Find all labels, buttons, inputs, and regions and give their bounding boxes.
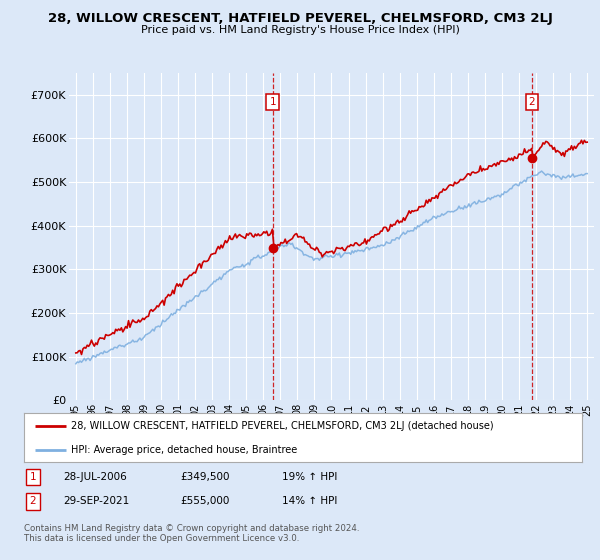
Text: 28-JUL-2006: 28-JUL-2006 (63, 472, 127, 482)
Text: 28, WILLOW CRESCENT, HATFIELD PEVEREL, CHELMSFORD, CM3 2LJ: 28, WILLOW CRESCENT, HATFIELD PEVEREL, C… (47, 12, 553, 25)
Text: 1: 1 (29, 472, 37, 482)
Text: Contains HM Land Registry data © Crown copyright and database right 2024.
This d: Contains HM Land Registry data © Crown c… (24, 524, 359, 543)
Text: HPI: Average price, detached house, Braintree: HPI: Average price, detached house, Brai… (71, 445, 298, 455)
Text: 29-SEP-2021: 29-SEP-2021 (63, 496, 129, 506)
Text: 14% ↑ HPI: 14% ↑ HPI (282, 496, 337, 506)
Text: 1: 1 (269, 97, 276, 108)
Text: 2: 2 (529, 97, 535, 108)
Text: £349,500: £349,500 (180, 472, 229, 482)
Text: Price paid vs. HM Land Registry's House Price Index (HPI): Price paid vs. HM Land Registry's House … (140, 25, 460, 35)
Text: 28, WILLOW CRESCENT, HATFIELD PEVEREL, CHELMSFORD, CM3 2LJ (detached house): 28, WILLOW CRESCENT, HATFIELD PEVEREL, C… (71, 421, 494, 431)
Text: 19% ↑ HPI: 19% ↑ HPI (282, 472, 337, 482)
Text: 2: 2 (29, 496, 37, 506)
Text: £555,000: £555,000 (180, 496, 229, 506)
